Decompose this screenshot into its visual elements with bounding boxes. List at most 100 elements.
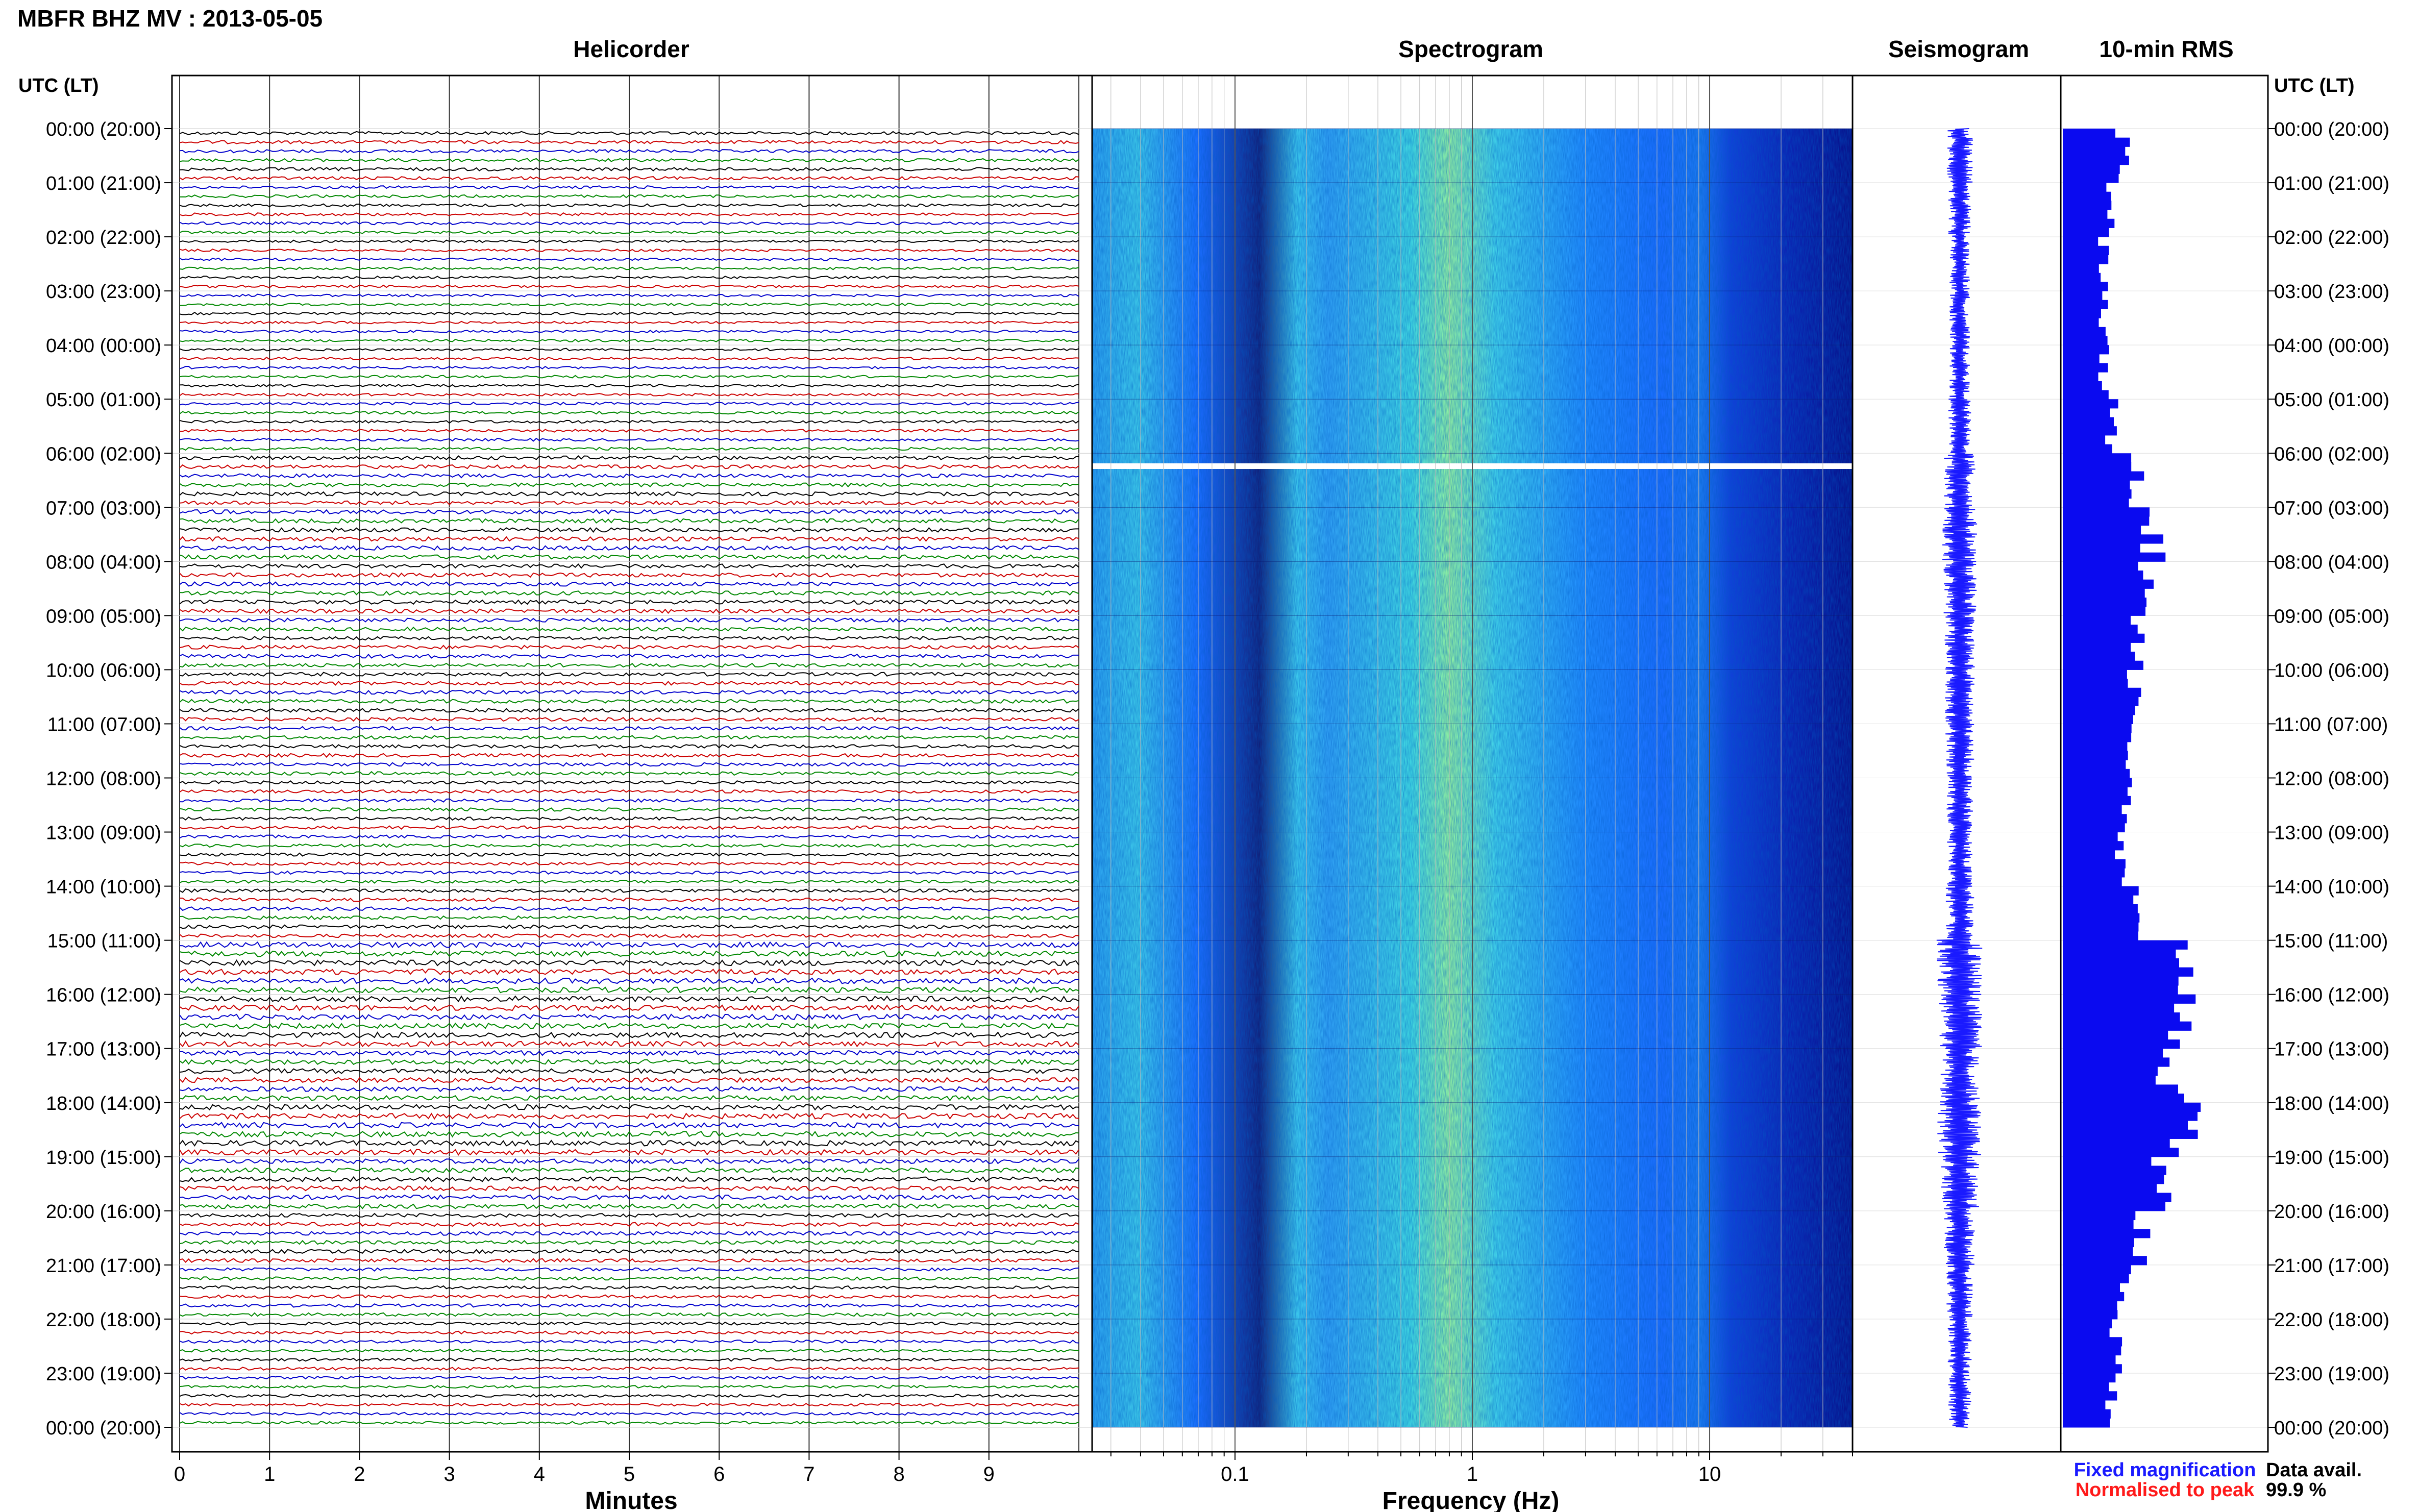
rms-bar [2063,760,2126,770]
rms-bar [2063,444,2112,454]
rms-bar [2063,633,2145,643]
rms-bar [2063,615,2131,625]
rms-bar [2063,850,2115,860]
rms-bar [2063,1039,2180,1049]
helicorder-trace [179,221,1079,226]
helicorder-trace [179,681,1079,686]
helicorder-trace [179,320,1079,325]
rms-bar [2063,787,2128,797]
helicorder-trace [179,1203,1079,1209]
helicorder-trace [179,1231,1079,1236]
helicorder-trace [179,509,1079,515]
helicorder-trace [179,599,1079,605]
time-label-right: 02:00 (22:00) [2274,227,2389,249]
rms-bar [2063,417,2114,427]
helicorder-trace [179,149,1079,154]
rms-bar [2063,272,2101,282]
rms-bar [2063,1283,2120,1293]
time-label-right: 00:00 (20:00) [2274,119,2389,140]
time-label-left: 07:00 (03:00) [46,498,161,519]
time-label-left: 18:00 (14:00) [46,1093,161,1114]
time-label-left: 11:00 (07:00) [47,714,161,735]
frequency-tick-label: 1 [1467,1463,1478,1485]
helicorder-trace [179,554,1079,560]
time-label-left: 21:00 (17:00) [46,1255,161,1277]
rms-bar [2063,1229,2151,1238]
helicorder-trace [179,1394,1079,1398]
helicorder-trace [179,330,1079,334]
minute-tick-label: 6 [713,1463,725,1485]
helicorder-trace [179,1167,1079,1174]
rms-bar [2063,1346,2121,1356]
rms-bar [2063,741,2128,752]
time-label-left: 15:00 (11:00) [47,931,161,952]
helicorder-trace [179,1212,1079,1218]
rms-bar [2063,1156,2152,1166]
data-availability-value: 99.9 % [2266,1479,2326,1501]
helicorder-trace [179,131,1079,136]
rms-bar [2063,1337,2122,1347]
time-label-right: 10:00 (06:00) [2274,660,2389,681]
helicorder-title: Helicorder [573,36,689,62]
rms-bar [2063,1021,2192,1031]
rms-bar [2063,751,2128,760]
helicorder-trace [179,303,1079,307]
rms-bar [2063,606,2145,616]
seismogram-title: Seismogram [1888,36,2029,62]
helicorder-trace [179,1194,1079,1201]
legend-normalised-to-peak: Normalised to peak [2076,1479,2255,1501]
helicorder-trace [179,239,1079,243]
helicorder-trace [179,1294,1079,1299]
rms-bar [2063,904,2138,914]
rms-bar [2063,588,2145,598]
rms-bar [2063,868,2125,878]
helicorder-trace [179,527,1079,533]
rms-bar [2063,976,2179,986]
helicorder-trace [179,1312,1079,1317]
helicorder-trace [179,1139,1079,1147]
rms-bar [2063,543,2140,553]
helicorder-trace [179,167,1079,171]
helicorder-trace [179,464,1079,469]
time-label-right: 12:00 (08:00) [2274,769,2389,790]
rms-bar [2063,913,2140,923]
time-label-left: 02:00 (22:00) [46,227,161,249]
minute-tick-label: 4 [534,1463,545,1485]
helicorder-trace [179,348,1079,352]
time-label-left: 16:00 (12:00) [46,985,161,1006]
helicorder-trace [180,1050,1079,1056]
helicorder-trace [179,257,1079,261]
time-label-right: 14:00 (10:00) [2274,877,2389,898]
helicorder-trace [179,959,1079,966]
helicorder-trace [179,1222,1079,1227]
rms-bar [2063,137,2130,147]
rms-bar [2063,687,2141,697]
helicorder-trace [179,1411,1079,1416]
helicorder-trace [179,1330,1079,1335]
helicorder-trace [179,230,1079,235]
rms-bar [2063,660,2143,670]
helicorder-trace [179,807,1079,812]
helicorder-trace [179,276,1079,280]
helicorder-trace [179,1249,1079,1254]
helicorder-trace [179,1158,1079,1164]
spectrogram-title: Spectrogram [1398,36,1543,62]
time-label-right: 15:00 (11:00) [2274,931,2388,952]
helicorder-trace [179,293,1079,298]
minute-tick-label: 9 [983,1463,995,1485]
time-label-right: 22:00 (18:00) [2274,1309,2389,1331]
rms-bar [2063,399,2118,409]
rms-bar [2063,886,2139,896]
rms-bar [2063,1391,2117,1401]
helicorder-trace [179,825,1079,830]
helicorder-trace [179,185,1079,189]
helicorder-trace [179,338,1079,342]
rms-bar [2063,282,2108,291]
time-label-right: 06:00 (02:00) [2274,443,2389,465]
rms-bar [2063,264,2099,274]
rms-bar [2063,164,2120,174]
time-label-left: 20:00 (16:00) [46,1201,161,1223]
rms-bar [2063,237,2099,246]
rms-bar [2063,895,2134,905]
